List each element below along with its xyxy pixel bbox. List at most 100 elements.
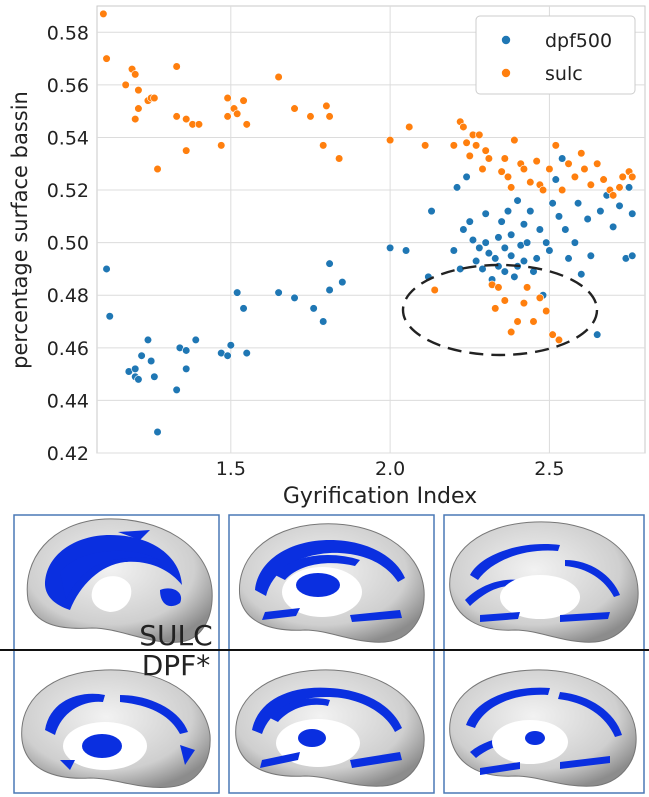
point-dpf500 <box>513 196 522 205</box>
point-sulc <box>242 120 251 129</box>
point-dpf500 <box>570 238 580 247</box>
point-dpf500 <box>449 246 458 255</box>
point-sulc <box>545 164 554 174</box>
point-dpf500 <box>143 335 153 345</box>
point-dpf500 <box>468 235 478 245</box>
point-sulc <box>500 154 509 163</box>
point-sulc <box>319 141 328 150</box>
point-dpf500 <box>628 251 637 260</box>
point-dpf500 <box>191 335 200 345</box>
point-sulc <box>503 172 513 182</box>
point-dpf500 <box>459 225 468 234</box>
legend-box <box>475 15 636 95</box>
point-dpf500 <box>137 351 146 360</box>
y-tick-label: 0.50 <box>47 233 89 255</box>
scatter-chart: 0.42 0.44 0.46 0.48 0.50 0.52 0.54 0.56 0.58 1.5… <box>8 5 646 509</box>
legend-marker-sulc <box>501 68 511 78</box>
y-tick-label: 0.44 <box>47 390 89 412</box>
point-dpf500 <box>131 364 140 373</box>
point-sulc <box>172 62 181 71</box>
point-sulc <box>290 104 299 113</box>
brain-sulc-3 <box>449 521 639 643</box>
point-sulc <box>513 317 522 326</box>
point-sulc <box>554 335 564 345</box>
point-dpf500 <box>628 209 637 218</box>
point-sulc <box>465 151 474 160</box>
point-sulc <box>519 299 529 308</box>
point-dpf500 <box>182 346 191 355</box>
grid-lines <box>97 6 645 454</box>
point-dpf500 <box>274 288 283 297</box>
point-dpf500 <box>507 251 516 260</box>
point-dpf500 <box>239 304 248 313</box>
point-dpf500 <box>172 385 181 394</box>
point-dpf500 <box>481 209 490 218</box>
point-sulc <box>548 330 557 339</box>
sulc-label: SULC <box>139 619 212 652</box>
point-dpf500 <box>558 154 567 163</box>
y-tick-label: 0.48 <box>47 285 89 307</box>
point-sulc <box>239 96 248 105</box>
point-dpf500 <box>242 348 251 358</box>
point-dpf500 <box>545 246 554 255</box>
series-sulc <box>99 9 637 345</box>
point-sulc <box>421 141 430 150</box>
point-dpf500 <box>561 225 570 234</box>
point-sulc <box>131 70 140 79</box>
point-dpf500 <box>519 220 529 229</box>
point-sulc <box>194 120 204 129</box>
point-dpf500 <box>319 317 328 326</box>
brain-surface-panel: SULC DPF* <box>0 514 649 794</box>
point-sulc <box>223 93 232 103</box>
point-sulc <box>462 138 471 147</box>
point-dpf500 <box>102 264 111 274</box>
point-dpf500 <box>523 238 532 247</box>
point-dpf500 <box>150 372 159 381</box>
point-dpf500 <box>452 183 462 192</box>
point-dpf500 <box>153 427 162 437</box>
point-dpf500 <box>535 225 544 234</box>
point-dpf500 <box>577 270 586 279</box>
point-dpf500 <box>564 254 573 263</box>
point-dpf500 <box>542 238 551 247</box>
point-sulc <box>478 164 487 174</box>
point-dpf500 <box>478 264 487 274</box>
point-dpf500 <box>182 364 191 373</box>
point-dpf500 <box>223 351 232 360</box>
point-sulc <box>322 101 331 111</box>
point-sulc <box>510 136 519 145</box>
point-sulc <box>542 306 551 316</box>
series-dpf500 <box>102 154 637 437</box>
point-dpf500 <box>615 201 624 210</box>
point-dpf500 <box>472 256 481 266</box>
point-dpf500 <box>290 293 299 302</box>
point-sulc <box>172 112 181 121</box>
point-dpf500 <box>475 243 484 253</box>
x-tick-label: 2.5 <box>534 458 564 480</box>
point-sulc <box>150 93 159 103</box>
point-sulc <box>233 109 242 118</box>
point-sulc <box>449 141 458 150</box>
y-tick-label: 0.54 <box>47 127 89 149</box>
brain-dpf-1 <box>21 669 211 788</box>
point-sulc <box>558 185 567 195</box>
point-sulc <box>519 164 529 174</box>
point-dpf500 <box>554 212 564 221</box>
x-tick-label: 1.5 <box>216 458 246 480</box>
brain-dpf-3 <box>449 669 637 787</box>
point-dpf500 <box>233 288 242 297</box>
point-sulc <box>102 54 111 63</box>
point-sulc <box>618 172 627 182</box>
point-dpf500 <box>532 254 541 263</box>
point-sulc <box>507 327 516 337</box>
point-dpf500 <box>226 341 235 350</box>
point-sulc <box>459 122 468 132</box>
point-sulc <box>475 130 484 139</box>
point-dpf500 <box>105 312 114 321</box>
point-sulc <box>325 112 334 121</box>
point-dpf500 <box>494 262 503 271</box>
legend-marker-dpf500 <box>501 35 511 45</box>
point-sulc <box>217 141 226 150</box>
point-dpf500 <box>500 243 509 253</box>
